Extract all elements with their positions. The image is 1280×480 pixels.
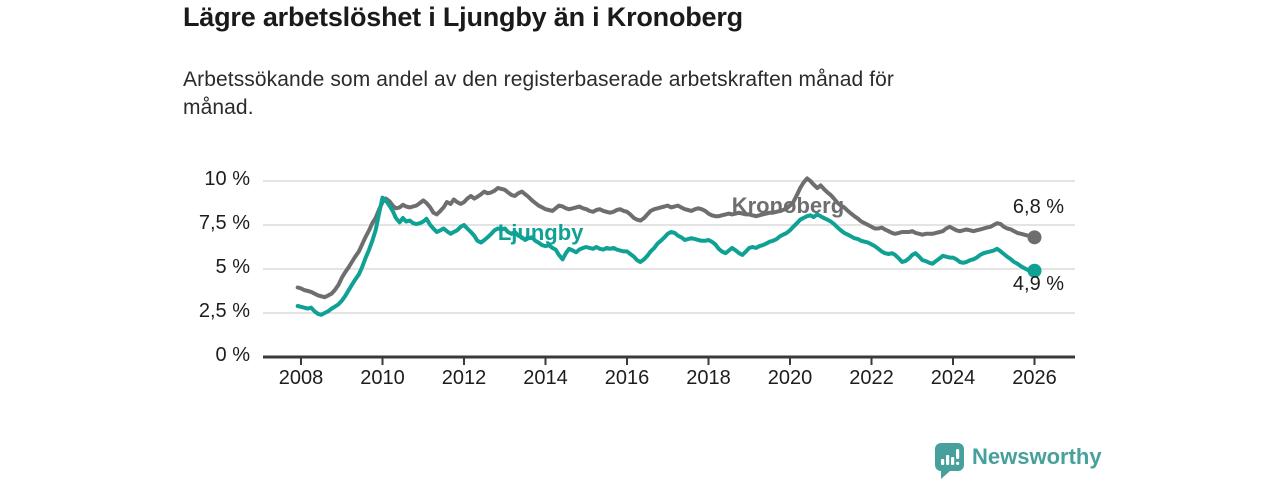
series-end-dot-ljungby xyxy=(1027,263,1042,278)
series-line-kronoberg xyxy=(295,176,1037,300)
chart-subtitle: Arbetssökande som andel av den registerb… xyxy=(183,68,895,119)
series-line-ljungby xyxy=(295,195,1037,317)
series-end-dot-kronoberg xyxy=(1027,230,1042,245)
chart-title: Lägre arbetslöshet i Ljungby än i Kronob… xyxy=(183,2,743,32)
newsworthy-logo-icon xyxy=(935,443,964,479)
newsworthy-logo-text: Newsworthy xyxy=(972,444,1102,469)
newsworthy-logo: Newsworthy xyxy=(935,443,1102,479)
